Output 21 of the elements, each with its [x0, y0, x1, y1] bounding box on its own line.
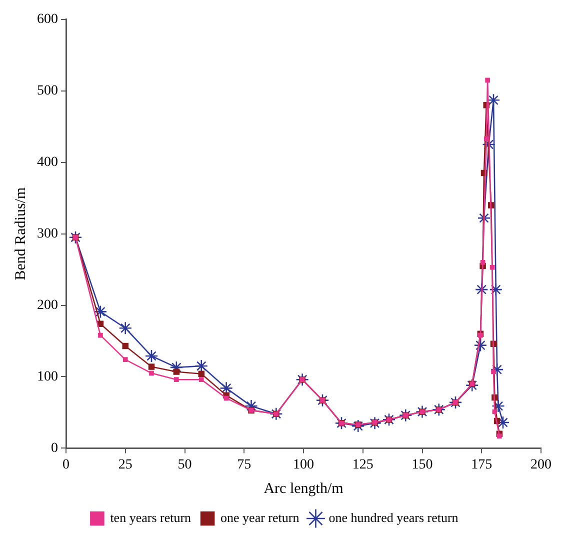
y-tick-label: 200	[37, 298, 58, 313]
x-tick-label: 100	[293, 457, 314, 472]
y-tick-label: 300	[37, 226, 58, 242]
legend-label: one year return	[220, 510, 300, 525]
y-tick-label: 100	[37, 369, 58, 384]
y-tick-label: 600	[37, 12, 58, 28]
legend-label: one hundred years return	[328, 510, 459, 525]
x-tick-label: 175	[471, 457, 492, 472]
y-axis-title: Bend Radius/m	[12, 187, 29, 280]
y-tick-label: 0	[51, 440, 58, 456]
y-tick-label: 400	[37, 155, 58, 170]
legend-label: ten years return	[110, 510, 192, 525]
x-tick-label: 200	[530, 457, 552, 472]
x-tick-label: 50	[178, 457, 192, 472]
y-tick-label: 500	[37, 84, 58, 99]
x-tick-label: 125	[352, 457, 374, 472]
x-axis-title: Arc length/m	[264, 480, 344, 497]
x-tick-label: 0	[62, 457, 70, 472]
x-tick-label: 75	[237, 457, 252, 472]
x-tick-label: 25	[118, 457, 132, 472]
x-tick-label: 150	[412, 457, 433, 472]
